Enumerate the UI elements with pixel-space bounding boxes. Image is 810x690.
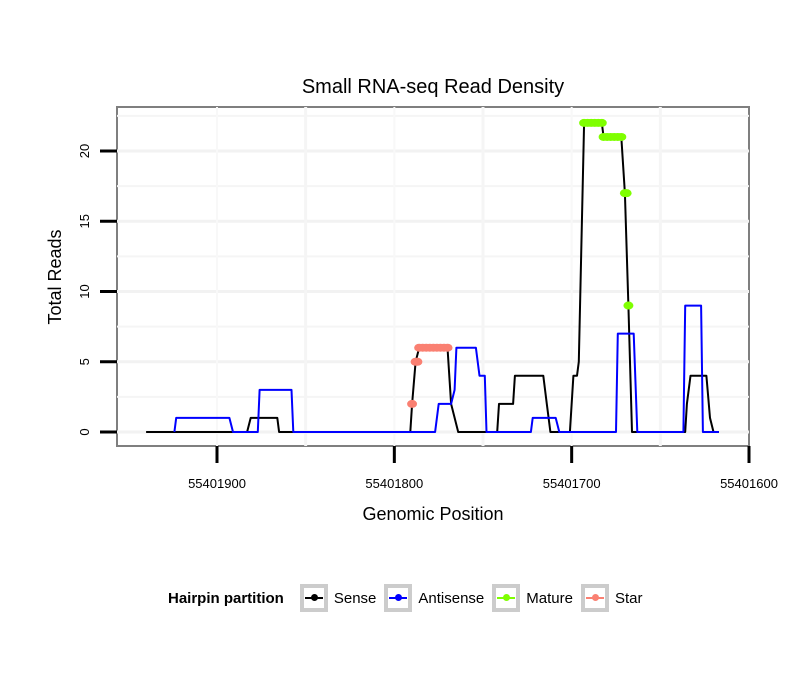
- x-axis: 55401900 55401800 55401700 55401600: [188, 446, 778, 491]
- series-points: [407, 118, 634, 408]
- data-point-mature: [621, 189, 632, 198]
- legend-dot: [503, 594, 511, 601]
- x-tick-label: 55401700: [543, 476, 601, 491]
- legend-items: Sense Antisense Mature Star: [299, 584, 651, 612]
- legend: Hairpin partition Sense Antisense Mature St…: [168, 583, 650, 613]
- y-axis: 0 5 10 15 20: [77, 144, 117, 436]
- y-tick-label: 15: [77, 214, 92, 228]
- plot-panel: [116, 106, 750, 447]
- x-tick-label: 55401900: [188, 476, 246, 491]
- y-tick-label: 10: [77, 284, 92, 298]
- legend-key-mature: [492, 584, 521, 612]
- data-point-star: [412, 357, 423, 366]
- x-tick-label: 55401800: [365, 476, 423, 491]
- data-point-star: [407, 399, 418, 408]
- legend-label-sense: Sense: [333, 589, 377, 607]
- legend-label-antisense: Antisense: [418, 589, 485, 607]
- panel-background: [117, 107, 749, 446]
- legend-title: Hairpin partition: [168, 589, 284, 607]
- data-point-star: [442, 343, 453, 352]
- data-point-mature: [616, 132, 627, 141]
- y-tick-label: 0: [77, 428, 92, 435]
- x-tick-label: 55401600: [720, 476, 778, 491]
- data-point-mature: [623, 301, 634, 310]
- data-point-mature: [596, 118, 607, 127]
- legend-dot: [591, 594, 599, 601]
- legend-key-star: [580, 584, 609, 612]
- legend-key-sense: [299, 584, 328, 612]
- legend-label-mature: Mature: [526, 589, 573, 607]
- legend-dot: [310, 594, 318, 601]
- y-tick-label: 5: [77, 358, 92, 365]
- legend-label-star: Star: [614, 589, 643, 607]
- panel-border: [116, 106, 750, 447]
- chart-title: Small RNA-seq Read Density: [302, 76, 564, 98]
- legend-key-antisense: [384, 584, 413, 612]
- y-tick-label: 20: [77, 144, 92, 158]
- series-line-antisense: [173, 304, 719, 433]
- x-axis-label: Genomic Position: [362, 504, 503, 524]
- y-axis-label: Total Reads: [45, 229, 65, 324]
- legend-dot: [395, 594, 403, 601]
